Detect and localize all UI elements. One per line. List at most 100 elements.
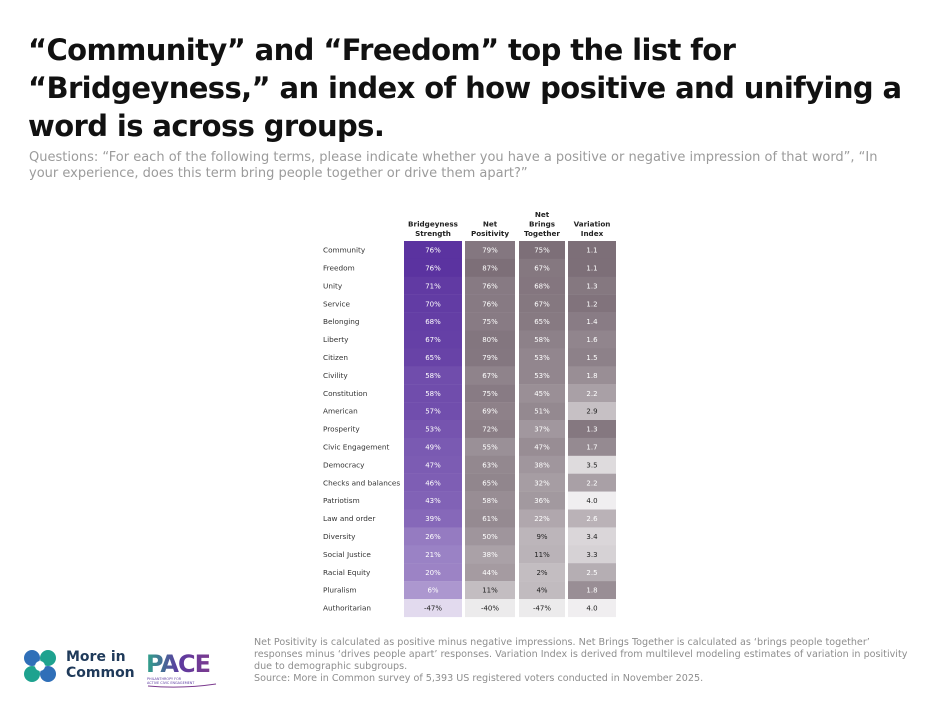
cell-background xyxy=(404,420,462,439)
cell-background xyxy=(568,402,616,421)
row-label: Liberty xyxy=(323,335,349,344)
cell-background xyxy=(568,437,616,456)
cell-background xyxy=(465,402,515,421)
cell-value: 6% xyxy=(427,587,438,595)
cell-value: 79% xyxy=(482,247,498,255)
cell-background xyxy=(465,437,515,456)
cell-background xyxy=(568,563,616,582)
chart-title: “Community” and “Freedom” top the list f… xyxy=(28,33,902,143)
row-label: Diversity xyxy=(323,532,356,541)
cell-background xyxy=(465,366,515,385)
cell-background xyxy=(568,294,616,313)
row-label: Community xyxy=(323,246,366,255)
cell-background xyxy=(519,258,565,277)
cell-value: 76% xyxy=(425,247,441,255)
cell-value: 2.9 xyxy=(586,408,597,416)
cell-value: 53% xyxy=(534,372,550,380)
cell-background xyxy=(465,599,515,618)
cell-background xyxy=(519,330,565,349)
row-label: Civic Engagement xyxy=(323,442,389,451)
cell-value: -40% xyxy=(481,605,499,613)
row-label: Pluralism xyxy=(323,586,357,595)
column-header-1-line-1: Positivity xyxy=(471,229,509,238)
cell-background xyxy=(568,241,616,260)
cell-background xyxy=(519,402,565,421)
cell-value: 1.5 xyxy=(586,354,597,362)
cell-background xyxy=(404,258,462,277)
cell-value: 67% xyxy=(425,336,441,344)
cell-value: 68% xyxy=(425,318,441,326)
cell-value: 70% xyxy=(425,300,441,308)
cell-value: 1.7 xyxy=(586,443,597,451)
cell-background xyxy=(404,527,462,546)
cell-value: 11% xyxy=(482,587,498,595)
cell-value: 1.8 xyxy=(586,372,597,380)
cell-background xyxy=(519,563,565,582)
cell-background xyxy=(568,545,616,564)
cell-background xyxy=(568,581,616,600)
cell-value: 1.3 xyxy=(586,282,597,290)
cell-background xyxy=(465,527,515,546)
row-label: Democracy xyxy=(323,460,365,469)
cell-value: 67% xyxy=(534,264,550,272)
cell-background xyxy=(404,581,462,600)
cell-background xyxy=(465,384,515,403)
cell-background xyxy=(519,437,565,456)
cell-background xyxy=(568,348,616,367)
cell-value: 87% xyxy=(482,264,498,272)
cell-value: 1.8 xyxy=(586,587,597,595)
cell-background xyxy=(568,527,616,546)
cell-background xyxy=(404,294,462,313)
cell-value: 49% xyxy=(425,443,441,451)
cell-background xyxy=(568,509,616,528)
more-in-common-logo: More in Common xyxy=(22,648,142,688)
cell-background xyxy=(465,294,515,313)
row-label: Unity xyxy=(323,281,343,290)
cell-background xyxy=(568,366,616,385)
footnote-source: Source: More in Common survey of 5,393 U… xyxy=(254,673,704,684)
cell-value: 58% xyxy=(425,372,441,380)
column-header-0-line-0: Bridgeyness xyxy=(408,220,458,229)
more-in-common-mark-icon xyxy=(24,650,56,682)
cell-value: -47% xyxy=(533,605,551,613)
cell-background xyxy=(404,366,462,385)
cell-value: 3.4 xyxy=(586,533,598,541)
cell-background xyxy=(465,330,515,349)
cell-value: 36% xyxy=(534,497,550,505)
cell-background xyxy=(568,258,616,277)
svg-text:PHILANTHROPY FOR: PHILANTHROPY FOR xyxy=(147,677,182,681)
cell-value: 22% xyxy=(534,515,550,523)
cell-value: 69% xyxy=(482,408,498,416)
cell-background xyxy=(404,491,462,510)
cell-value: 53% xyxy=(425,426,441,434)
row-label: American xyxy=(323,407,358,416)
cell-value: 11% xyxy=(534,551,550,559)
cell-background xyxy=(519,509,565,528)
row-label: Citizen xyxy=(323,353,348,362)
cell-background xyxy=(465,491,515,510)
cell-value: 47% xyxy=(425,461,441,469)
cell-background xyxy=(519,599,565,618)
cell-value: 50% xyxy=(482,533,498,541)
cell-value: 75% xyxy=(482,318,498,326)
cell-value: 3.5 xyxy=(586,461,597,469)
cell-value: 45% xyxy=(534,390,550,398)
cell-value: 1.2 xyxy=(586,300,597,308)
row-label: Patriotism xyxy=(323,496,360,505)
cell-value: 53% xyxy=(534,354,550,362)
column-header-3-line-1: Index xyxy=(581,229,604,238)
cell-value: 1.6 xyxy=(586,336,598,344)
cell-background xyxy=(404,509,462,528)
cell-background xyxy=(404,473,462,492)
cell-value: 71% xyxy=(425,282,441,290)
cell-background xyxy=(404,276,462,295)
cell-background xyxy=(519,312,565,331)
row-label: Service xyxy=(323,299,350,308)
cell-background xyxy=(568,473,616,492)
column-header-1-line-0: Net xyxy=(483,220,498,229)
cell-background xyxy=(519,241,565,260)
cell-value: 67% xyxy=(534,300,550,308)
cell-background xyxy=(519,491,565,510)
cell-value: 38% xyxy=(482,551,498,559)
